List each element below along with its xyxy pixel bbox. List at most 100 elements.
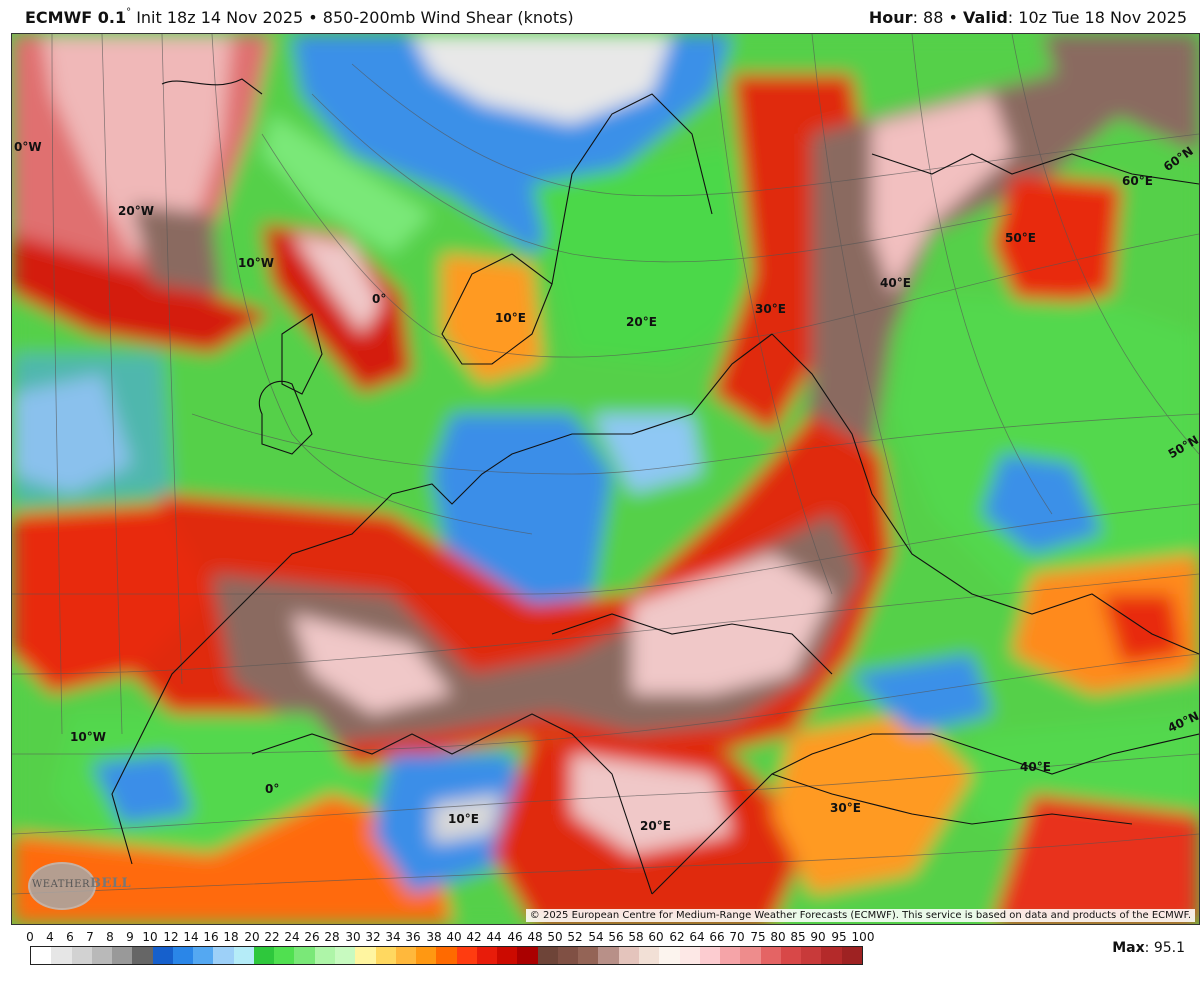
colorbar-swatch (476, 947, 498, 964)
colorbar-tick: 48 (527, 930, 543, 944)
colorbar-swatch (172, 947, 194, 964)
colorbar-swatch (91, 947, 113, 964)
colorbar-swatch (821, 947, 842, 964)
graticule-label: 10°W (70, 730, 106, 744)
colorbar-tick: 44 (486, 930, 502, 944)
colorbar-tick: 58 (628, 930, 644, 944)
colorbar-tick: 66 (709, 930, 725, 944)
colorbar-tick: 8 (106, 930, 114, 944)
colorbar-tick: 52 (567, 930, 583, 944)
init-time: Init 18z 14 Nov 2025 (136, 8, 304, 27)
colorbar-tick: 22 (264, 930, 280, 944)
colorbar-swatch (132, 947, 153, 964)
graticule-label: 20°E (640, 819, 671, 833)
colorbar-tick: 38 (426, 930, 442, 944)
colorbar-swatch (253, 947, 275, 964)
colorbar-tick: 4 (46, 930, 54, 944)
colorbar-swatch (557, 947, 579, 964)
max-value: Max: 95.1 (1112, 940, 1185, 956)
colorbar-tick: 18 (223, 930, 239, 944)
colorbar-swatch (598, 947, 619, 964)
colorbar-swatch (497, 947, 518, 964)
colorbar (30, 946, 863, 965)
colorbar-swatch (578, 947, 599, 964)
valid-label: Valid (963, 8, 1008, 27)
valid-value: : 10z Tue 18 Nov 2025 (1007, 8, 1187, 27)
colorbar-swatch (517, 947, 538, 964)
weatherbell-logo: WEATHERBELL (24, 852, 131, 914)
colorbar-tick: 12 (163, 930, 179, 944)
graticule-label: 20°W (118, 204, 154, 218)
graticule-label: 10°E (495, 311, 526, 325)
colorbar-tick: 90 (810, 930, 826, 944)
colorbar-tick: 0 (26, 930, 34, 944)
colorbar-tick: 7 (86, 930, 94, 944)
colorbar-tick: 75 (750, 930, 766, 944)
wind-shear-map[interactable]: 0°W 20°W 10°W 0° 10°E 20°E 30°E 40°E 50°… (11, 33, 1200, 925)
colorbar-tick: 6 (66, 930, 74, 944)
colorbar-tick: 40 (446, 930, 462, 944)
graticule-label: 60°E (1122, 174, 1153, 188)
colorbar-swatch (334, 947, 356, 964)
colorbar-swatch (274, 947, 295, 964)
colorbar-tick: 50 (547, 930, 563, 944)
colorbar-swatch (720, 947, 741, 964)
shear-field (12, 34, 1199, 924)
colorbar-tick: 9 (126, 930, 134, 944)
colorbar-swatch (51, 947, 72, 964)
colorbar-tick: 30 (345, 930, 361, 944)
copyright-notice: © 2025 European Centre for Medium-Range … (525, 909, 1195, 922)
colorbar-tick: 28 (324, 930, 340, 944)
colorbar-tick: 20 (244, 930, 260, 944)
colorbar-tick: 32 (365, 930, 381, 944)
colorbar-swatch (659, 947, 680, 964)
colorbar-tick: 36 (405, 930, 421, 944)
graticule-label: 0° (372, 292, 387, 306)
model-name: ECMWF 0.1 (25, 8, 127, 27)
colorbar-swatch (395, 947, 417, 964)
degree-symbol: ° (126, 7, 132, 18)
colorbar-tick: 34 (385, 930, 401, 944)
colorbar-tick: 24 (284, 930, 300, 944)
colorbar-swatch (456, 947, 477, 964)
colorbar-tick: 70 (729, 930, 745, 944)
logo-oval (28, 862, 96, 910)
title-separator: • (308, 8, 318, 27)
colorbar-swatch (355, 947, 376, 964)
graticule-label: 10°W (238, 256, 274, 270)
coastlines (111, 78, 1199, 895)
graticule-label: 0° (265, 782, 280, 796)
hour-value: : 88 (912, 8, 944, 27)
colorbar-swatch (679, 947, 700, 964)
logo-text: WEATHERBELL (32, 876, 132, 891)
colorbar-tick: 95 (831, 930, 847, 944)
colorbar-tick: 42 (466, 930, 482, 944)
colorbar-swatch (152, 947, 173, 964)
colorbar-tick: 46 (507, 930, 523, 944)
max-label: Max (1112, 940, 1145, 956)
colorbar-swatch (801, 947, 822, 964)
colorbar-swatch (740, 947, 761, 964)
graticule-label: 10°E (448, 812, 479, 826)
colorbar-swatch (760, 947, 781, 964)
graticule-label: 40°E (1020, 760, 1051, 774)
colorbar-tick: 26 (304, 930, 320, 944)
colorbar-swatch (213, 947, 234, 964)
colorbar-tick: 10 (142, 930, 158, 944)
colorbar-tick: 64 (689, 930, 705, 944)
time-separator: • (948, 8, 958, 27)
colorbar-swatch (314, 947, 335, 964)
graticule-label: 0°W (14, 140, 42, 154)
max-number: : 95.1 (1144, 940, 1185, 956)
graticule-label: 50°E (1005, 231, 1036, 245)
colorbar-tick: 56 (608, 930, 624, 944)
colorbar-tick: 60 (648, 930, 664, 944)
colorbar-swatch (375, 947, 396, 964)
streamlines (12, 34, 1199, 895)
graticule-label: 30°E (755, 302, 786, 316)
colorbar-swatch (416, 947, 437, 964)
colorbar-swatch (780, 947, 802, 964)
colorbar-swatch (841, 947, 862, 964)
colorbar-swatch (436, 947, 457, 964)
graticule-label: 30°E (830, 801, 861, 815)
